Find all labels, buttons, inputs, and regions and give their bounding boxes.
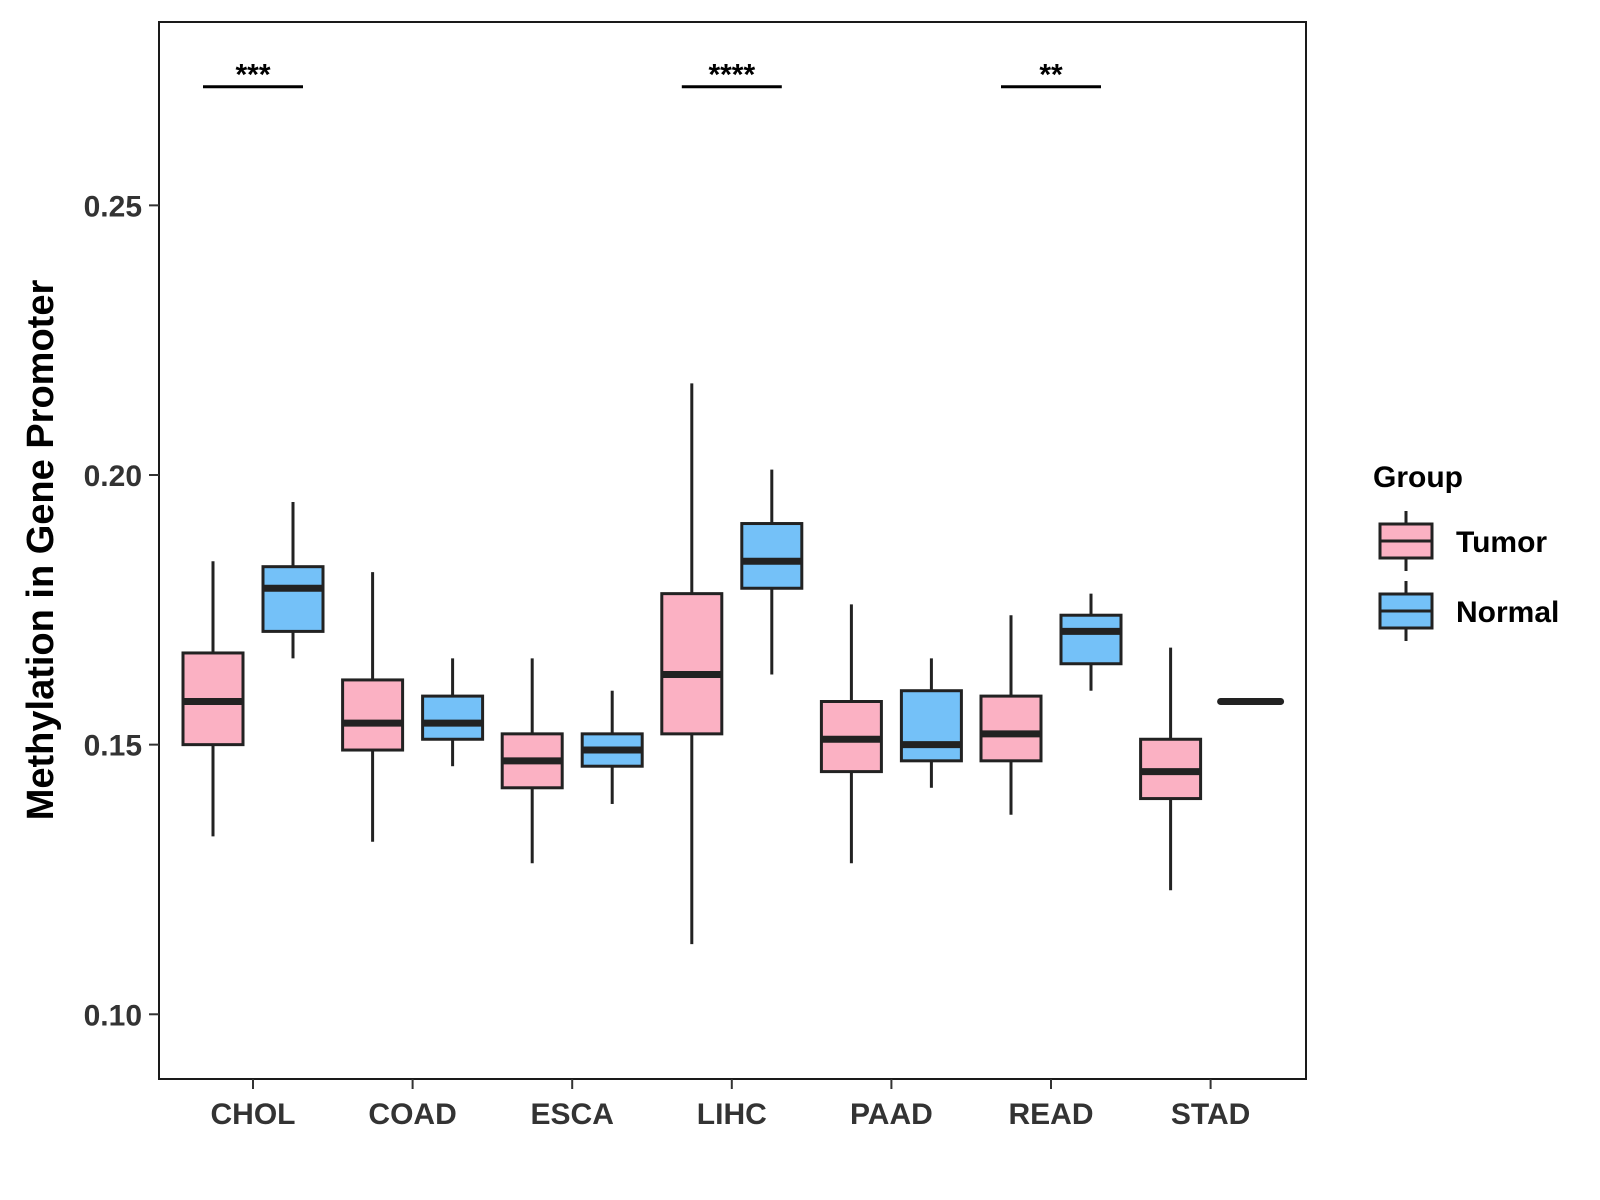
significance-label: ****: [708, 59, 755, 92]
plot-area: *** **** **: [181, 59, 1285, 945]
box-normal-esca: [580, 690, 644, 804]
box-normal-paad: [899, 658, 963, 788]
legend-title: Group: [1373, 461, 1463, 494]
box-tumor-esca: [500, 658, 564, 864]
x-tick-label: STAD: [1171, 1098, 1250, 1131]
box-body: [740, 522, 804, 590]
box-tumor-lihc: [660, 383, 724, 945]
x-tick-label: PAAD: [850, 1098, 933, 1131]
box-normal-chol: [261, 501, 325, 659]
box-body: [979, 694, 1043, 763]
box-body: [421, 694, 485, 741]
legend-label-tumor: Tumor: [1456, 526, 1547, 559]
box-tumor-read: [979, 615, 1043, 815]
x-tick-label: ESCA: [531, 1098, 614, 1131]
box-normal-coad: [421, 658, 485, 767]
box-body: [1059, 613, 1123, 666]
box-tumor-chol: [181, 561, 245, 837]
y-tick-label: 0.15: [84, 730, 142, 763]
y-axis-title: Methylation in Gene Promoter: [20, 280, 62, 821]
box-normal-read: [1059, 593, 1123, 691]
box-normal-lihc: [740, 469, 804, 675]
x-tick-label: COAD: [368, 1098, 456, 1131]
box-body: [660, 592, 724, 736]
box-body: [899, 689, 963, 763]
y-tick-label: 0.10: [84, 999, 142, 1032]
y-tick-label: 0.25: [84, 190, 142, 223]
box-body: [261, 565, 325, 633]
legend-key-tumor: [1378, 511, 1434, 571]
y-tick-label: 0.20: [84, 460, 142, 493]
box-tumor-paad: [819, 604, 883, 864]
significance-label: **: [1039, 59, 1063, 92]
box-tumor-coad: [341, 572, 405, 842]
box-tumor-stad: [1139, 647, 1203, 891]
box-body: [341, 678, 405, 752]
x-tick-label: LIHC: [697, 1098, 767, 1131]
axes: 0.10 0.15 0.20 0.25 CHOL COAD ESCA LIHC PAAD READ…: [84, 190, 1251, 1131]
legend-label-normal: Normal: [1456, 596, 1559, 629]
legend: Group Tumor Normal: [1373, 461, 1559, 641]
x-tick-label: READ: [1008, 1098, 1093, 1131]
x-tick-label: CHOL: [211, 1098, 296, 1131]
legend-key-normal: [1378, 581, 1434, 641]
significance-label: ***: [235, 59, 270, 92]
